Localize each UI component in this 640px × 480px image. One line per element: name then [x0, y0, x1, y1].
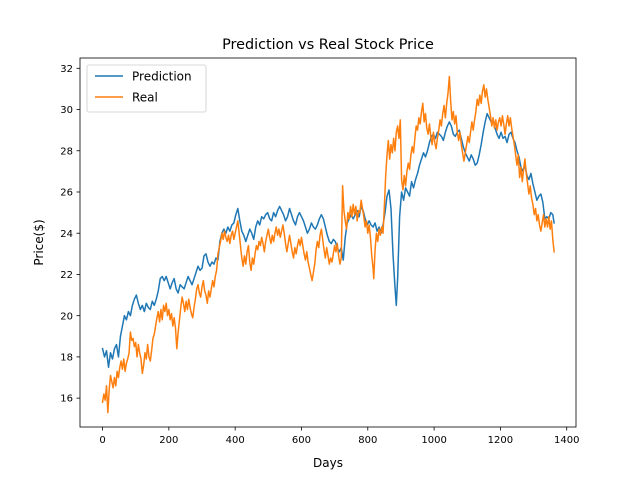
- legend-label-prediction: Prediction: [132, 70, 192, 84]
- y-tick-label: 30: [60, 105, 73, 116]
- x-axis: 0 200 400 600 800 1000 1200 1400: [99, 427, 579, 446]
- y-axis-label: Price($): [32, 219, 46, 265]
- x-tick-label: 400: [226, 435, 245, 446]
- x-tick-label: 800: [358, 435, 377, 446]
- x-tick-label: 1200: [488, 435, 513, 446]
- plot-lines: [101, 75, 555, 414]
- y-tick-label: 20: [60, 311, 73, 322]
- x-tick-label: 0: [99, 435, 105, 446]
- legend: Prediction Real: [86, 64, 207, 113]
- y-tick-label: 16: [60, 394, 73, 405]
- y-tick-label: 32: [60, 64, 73, 75]
- series-line-prediction: [101, 112, 555, 368]
- y-tick-label: 22: [60, 270, 73, 281]
- x-tick-label: 1400: [554, 435, 579, 446]
- x-tick-label: 1000: [421, 435, 446, 446]
- y-tick-label: 28: [60, 146, 73, 157]
- series-line-real: [101, 75, 555, 414]
- chart-title: Prediction vs Real Stock Price: [222, 37, 434, 53]
- x-tick-label: 200: [159, 435, 178, 446]
- y-tick-label: 24: [60, 229, 73, 240]
- x-axis-label: Days: [313, 456, 343, 470]
- plot-frame: [79, 57, 577, 428]
- y-tick-label: 18: [60, 353, 73, 364]
- x-tick-label: 600: [292, 435, 311, 446]
- y-tick-label: 26: [60, 188, 73, 199]
- y-axis: 16 18 20 22 24 26 28 30 32: [60, 64, 80, 405]
- legend-label-real: Real: [132, 91, 158, 105]
